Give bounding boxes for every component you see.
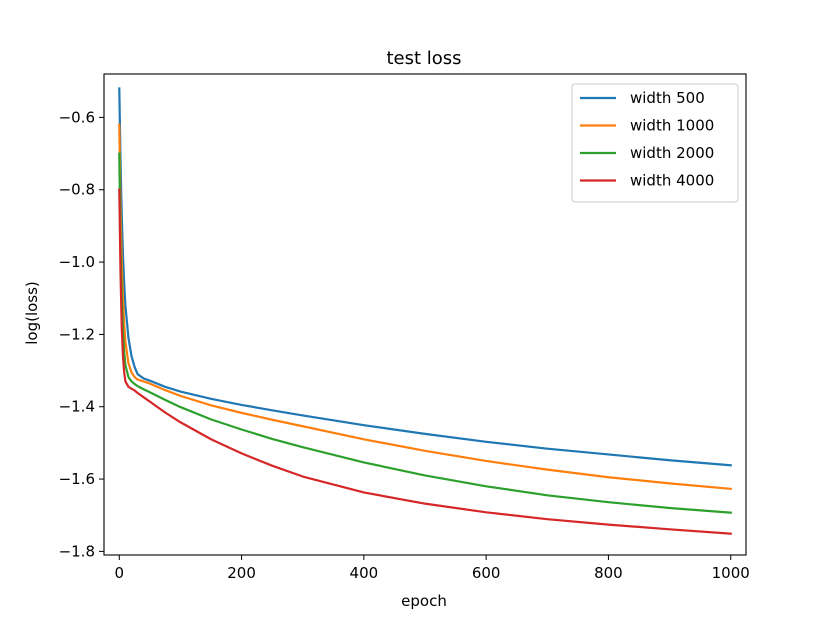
plot-area	[118, 87, 732, 535]
y-tick-label: −1.0	[59, 253, 95, 271]
x-tick-label: 400	[350, 564, 379, 582]
legend-label-3: width 2000	[630, 144, 714, 162]
x-tick-label: 800	[594, 564, 623, 582]
axes: 0 200 400 600 800 1000 −1.8 −1.6 −1.4 −1.2 −1.0 −0.…	[59, 73, 750, 582]
series-line-2	[118, 123, 732, 491]
x-tick-label: 200	[227, 564, 256, 582]
axes-frame	[103, 73, 747, 556]
legend-label-2: width 1000	[630, 117, 714, 135]
y-tick-label: −1.6	[59, 470, 95, 488]
y-tick-label: −1.8	[59, 542, 95, 560]
y-tick-label: −0.6	[59, 108, 95, 126]
y-tick-label: −1.2	[59, 325, 95, 343]
y-axis-label: log(loss)	[23, 281, 41, 345]
series-line-1	[118, 87, 732, 467]
legend-label-1: width 500	[630, 89, 705, 107]
series-line-3	[118, 152, 732, 514]
y-tick-label: −1.4	[59, 398, 95, 416]
series-line-4	[118, 188, 732, 535]
legend: width 500 width 1000 width 2000 width 4000	[571, 83, 739, 203]
y-tick-label: −0.8	[59, 181, 95, 199]
legend-box	[571, 83, 739, 203]
x-axis-label: epoch	[401, 592, 447, 610]
x-tick-label: 600	[472, 564, 501, 582]
x-tick-label: 1000	[712, 564, 750, 582]
x-tick-label: 0	[115, 564, 125, 582]
chart-title: test loss	[386, 48, 461, 69]
legend-label-4: width 4000	[630, 172, 714, 190]
